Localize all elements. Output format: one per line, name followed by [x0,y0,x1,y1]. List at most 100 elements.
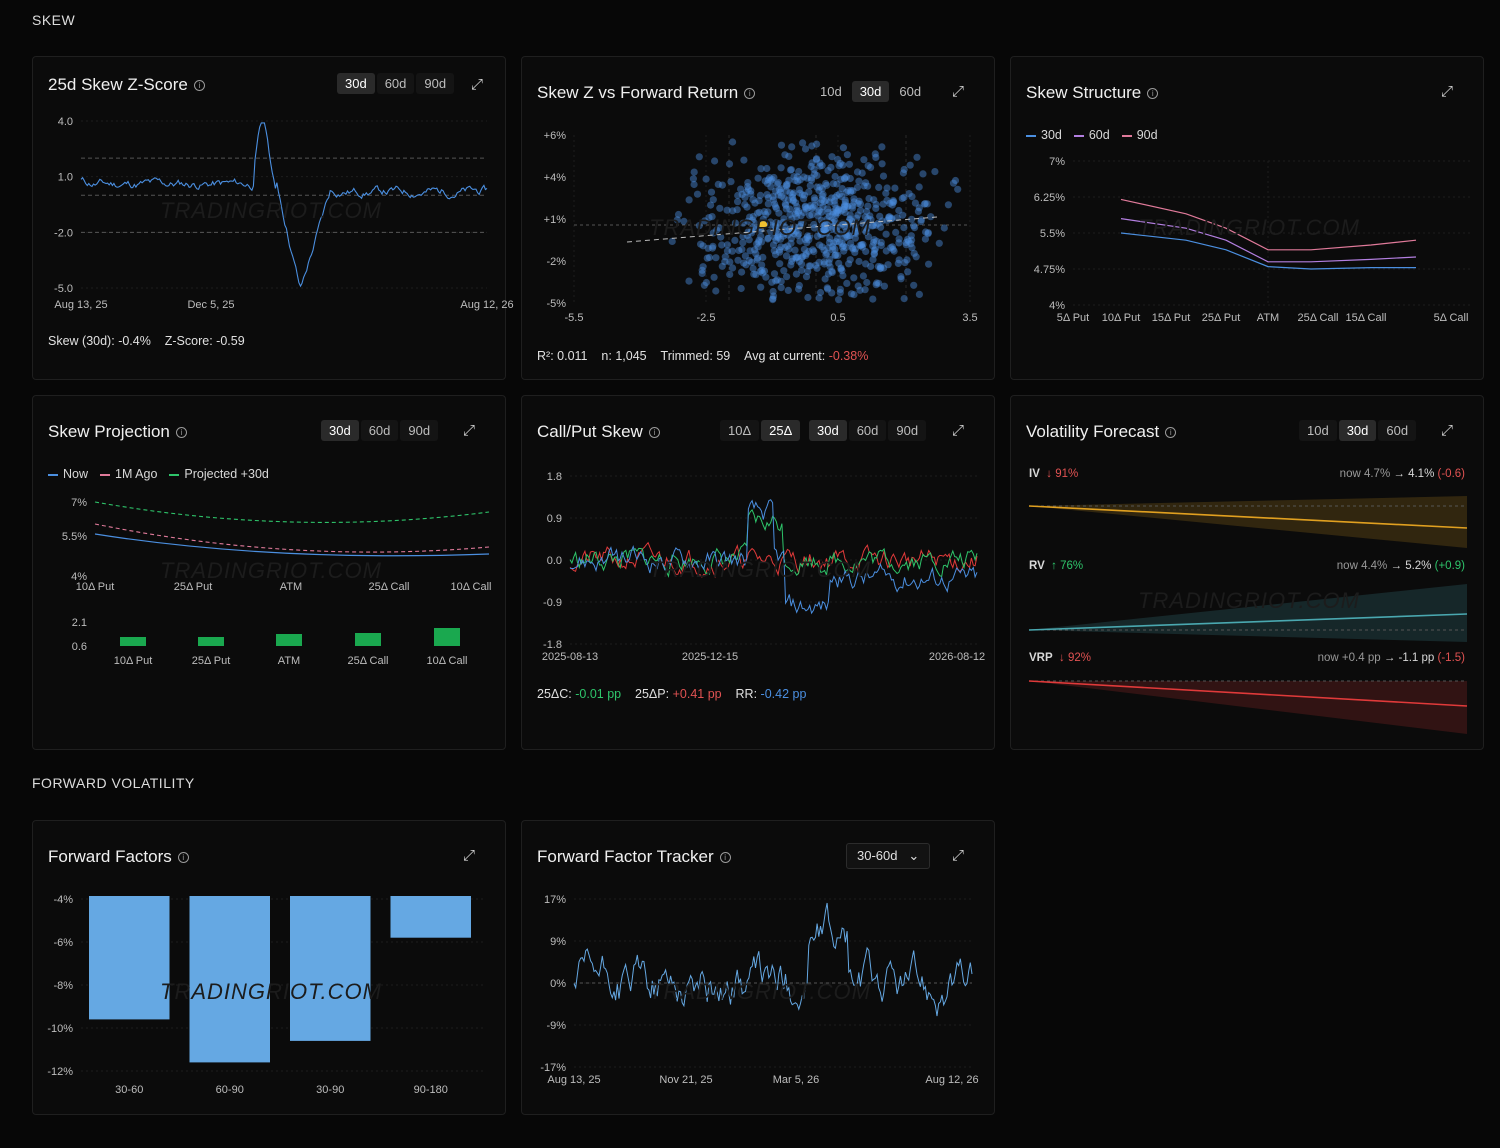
watermark: TRADINGRIOT.COM [649,979,871,1004]
scatter-point [875,279,883,287]
expand-icon[interactable]: ⤢ [462,422,475,439]
scatter-point [889,197,897,205]
scatter-point [822,228,830,236]
tab-60d[interactable]: 60d [360,420,399,441]
tab-10-delta[interactable]: 10Δ [720,420,760,441]
scatter-point [846,174,854,183]
expand-icon[interactable]: ⤢ [951,422,964,439]
scatter-point [827,163,835,171]
x-tick-label: 10Δ Put [1102,312,1141,324]
info-icon[interactable]: i [177,851,189,863]
expand-icon[interactable]: ⤢ [951,847,964,864]
scatter-point [879,200,887,208]
scatter-point [835,162,843,170]
info-icon[interactable]: i [648,426,660,438]
info-icon[interactable]: i [744,87,756,99]
zscore-stats: Skew (30d): -0.4% Z-Score: -0.59 [48,334,245,348]
scatter-point [860,156,868,164]
tab-60d[interactable]: 60d [1378,420,1417,441]
scatter-point [844,202,852,210]
y-tick-label: +4% [544,172,567,184]
scatter-point [795,257,803,266]
info-icon[interactable]: i [1165,426,1177,438]
scatter-point [882,230,890,238]
tab-60d[interactable]: 60d [376,73,415,94]
tab-90d[interactable]: 90d [400,420,439,441]
scatter-point [788,143,796,151]
tab-30d[interactable]: 30d [851,81,890,102]
tab-10d[interactable]: 10d [820,84,842,99]
legend-label: 60d [1088,128,1110,142]
tab-30d[interactable]: 30d [321,420,359,441]
scatter-point [829,180,837,188]
scatter-point [859,240,867,249]
bar [276,634,302,646]
scatter-point [804,267,812,275]
scatter-point [877,264,885,272]
expand-icon[interactable]: ⤢ [1440,422,1453,439]
scatter-point [872,153,880,161]
expand-icon[interactable]: ⤢ [951,83,964,100]
scatter-point [751,246,759,254]
tab-60d[interactable]: 60d [848,420,887,441]
scatter-point [747,187,755,195]
expand-icon[interactable]: ⤢ [1440,83,1453,100]
x-tick-label: 2025-08-13 [542,651,598,663]
scatter-point [749,196,757,204]
scatter-point [769,296,777,304]
scatter-point [872,281,880,289]
tab-30d[interactable]: 30d [809,420,847,441]
scatter-point [801,202,809,210]
expand-icon[interactable]: ⤢ [470,76,483,93]
scatter-point [887,244,895,252]
scatter-point [831,245,839,253]
x-tick-label: 0.5 [830,312,845,324]
tab-60d[interactable]: 60d [899,84,922,99]
row-pct: ↓ 92% [1059,652,1092,664]
scatter-point [816,199,824,207]
scatter-point [862,179,870,187]
scatter-point [828,267,836,275]
scatter-point [759,269,767,277]
scatter-point [837,175,845,183]
expand-icon[interactable]: ⤢ [462,847,475,864]
scatter-point [723,241,731,249]
y-tick-label: +1% [544,214,567,226]
tab-30d[interactable]: 30d [1338,420,1377,441]
scatter-point [728,247,736,255]
scatter-point [807,176,816,184]
info-icon[interactable]: i [193,79,205,91]
scatter-point [812,156,820,164]
scatter-point [874,219,882,227]
scatter-point [774,191,782,199]
forecast-line [1028,505,1468,529]
info-icon[interactable]: i [719,851,731,863]
scatter-point [910,281,918,289]
x-tick-label: 30-60 [115,1084,143,1096]
period-tabs: 30d 60d 90d [337,73,455,94]
legend-label: 30d [1041,128,1062,142]
tab-10d[interactable]: 10d [1299,420,1337,441]
scatter-point [815,186,823,195]
scatter-point [771,203,780,211]
scatter-point [784,196,792,204]
info-icon[interactable]: i [175,426,187,438]
y-tick-label: 4% [1049,300,1065,312]
scatter-point [829,218,838,226]
info-icon[interactable]: i [1147,87,1159,99]
scatter-point [849,245,857,253]
tab-25-delta[interactable]: 25Δ [761,420,801,441]
tab-90d[interactable]: 90d [416,73,455,94]
tab-90d[interactable]: 90d [888,420,927,441]
tenor-select[interactable]: 30-60d ⌄ [846,843,931,869]
x-tick-label: 3.5 [962,312,977,324]
tab-30d[interactable]: 30d [337,73,375,94]
scatter-point [838,185,846,193]
scatter-point [905,237,913,245]
forward-factor-line [573,902,973,1017]
series-line-90d [1120,198,1417,251]
x-tick-label: 2026-08-12 [929,651,985,663]
scatter-point [846,216,854,224]
scatter-point [708,244,717,252]
scatter-point [800,191,809,199]
